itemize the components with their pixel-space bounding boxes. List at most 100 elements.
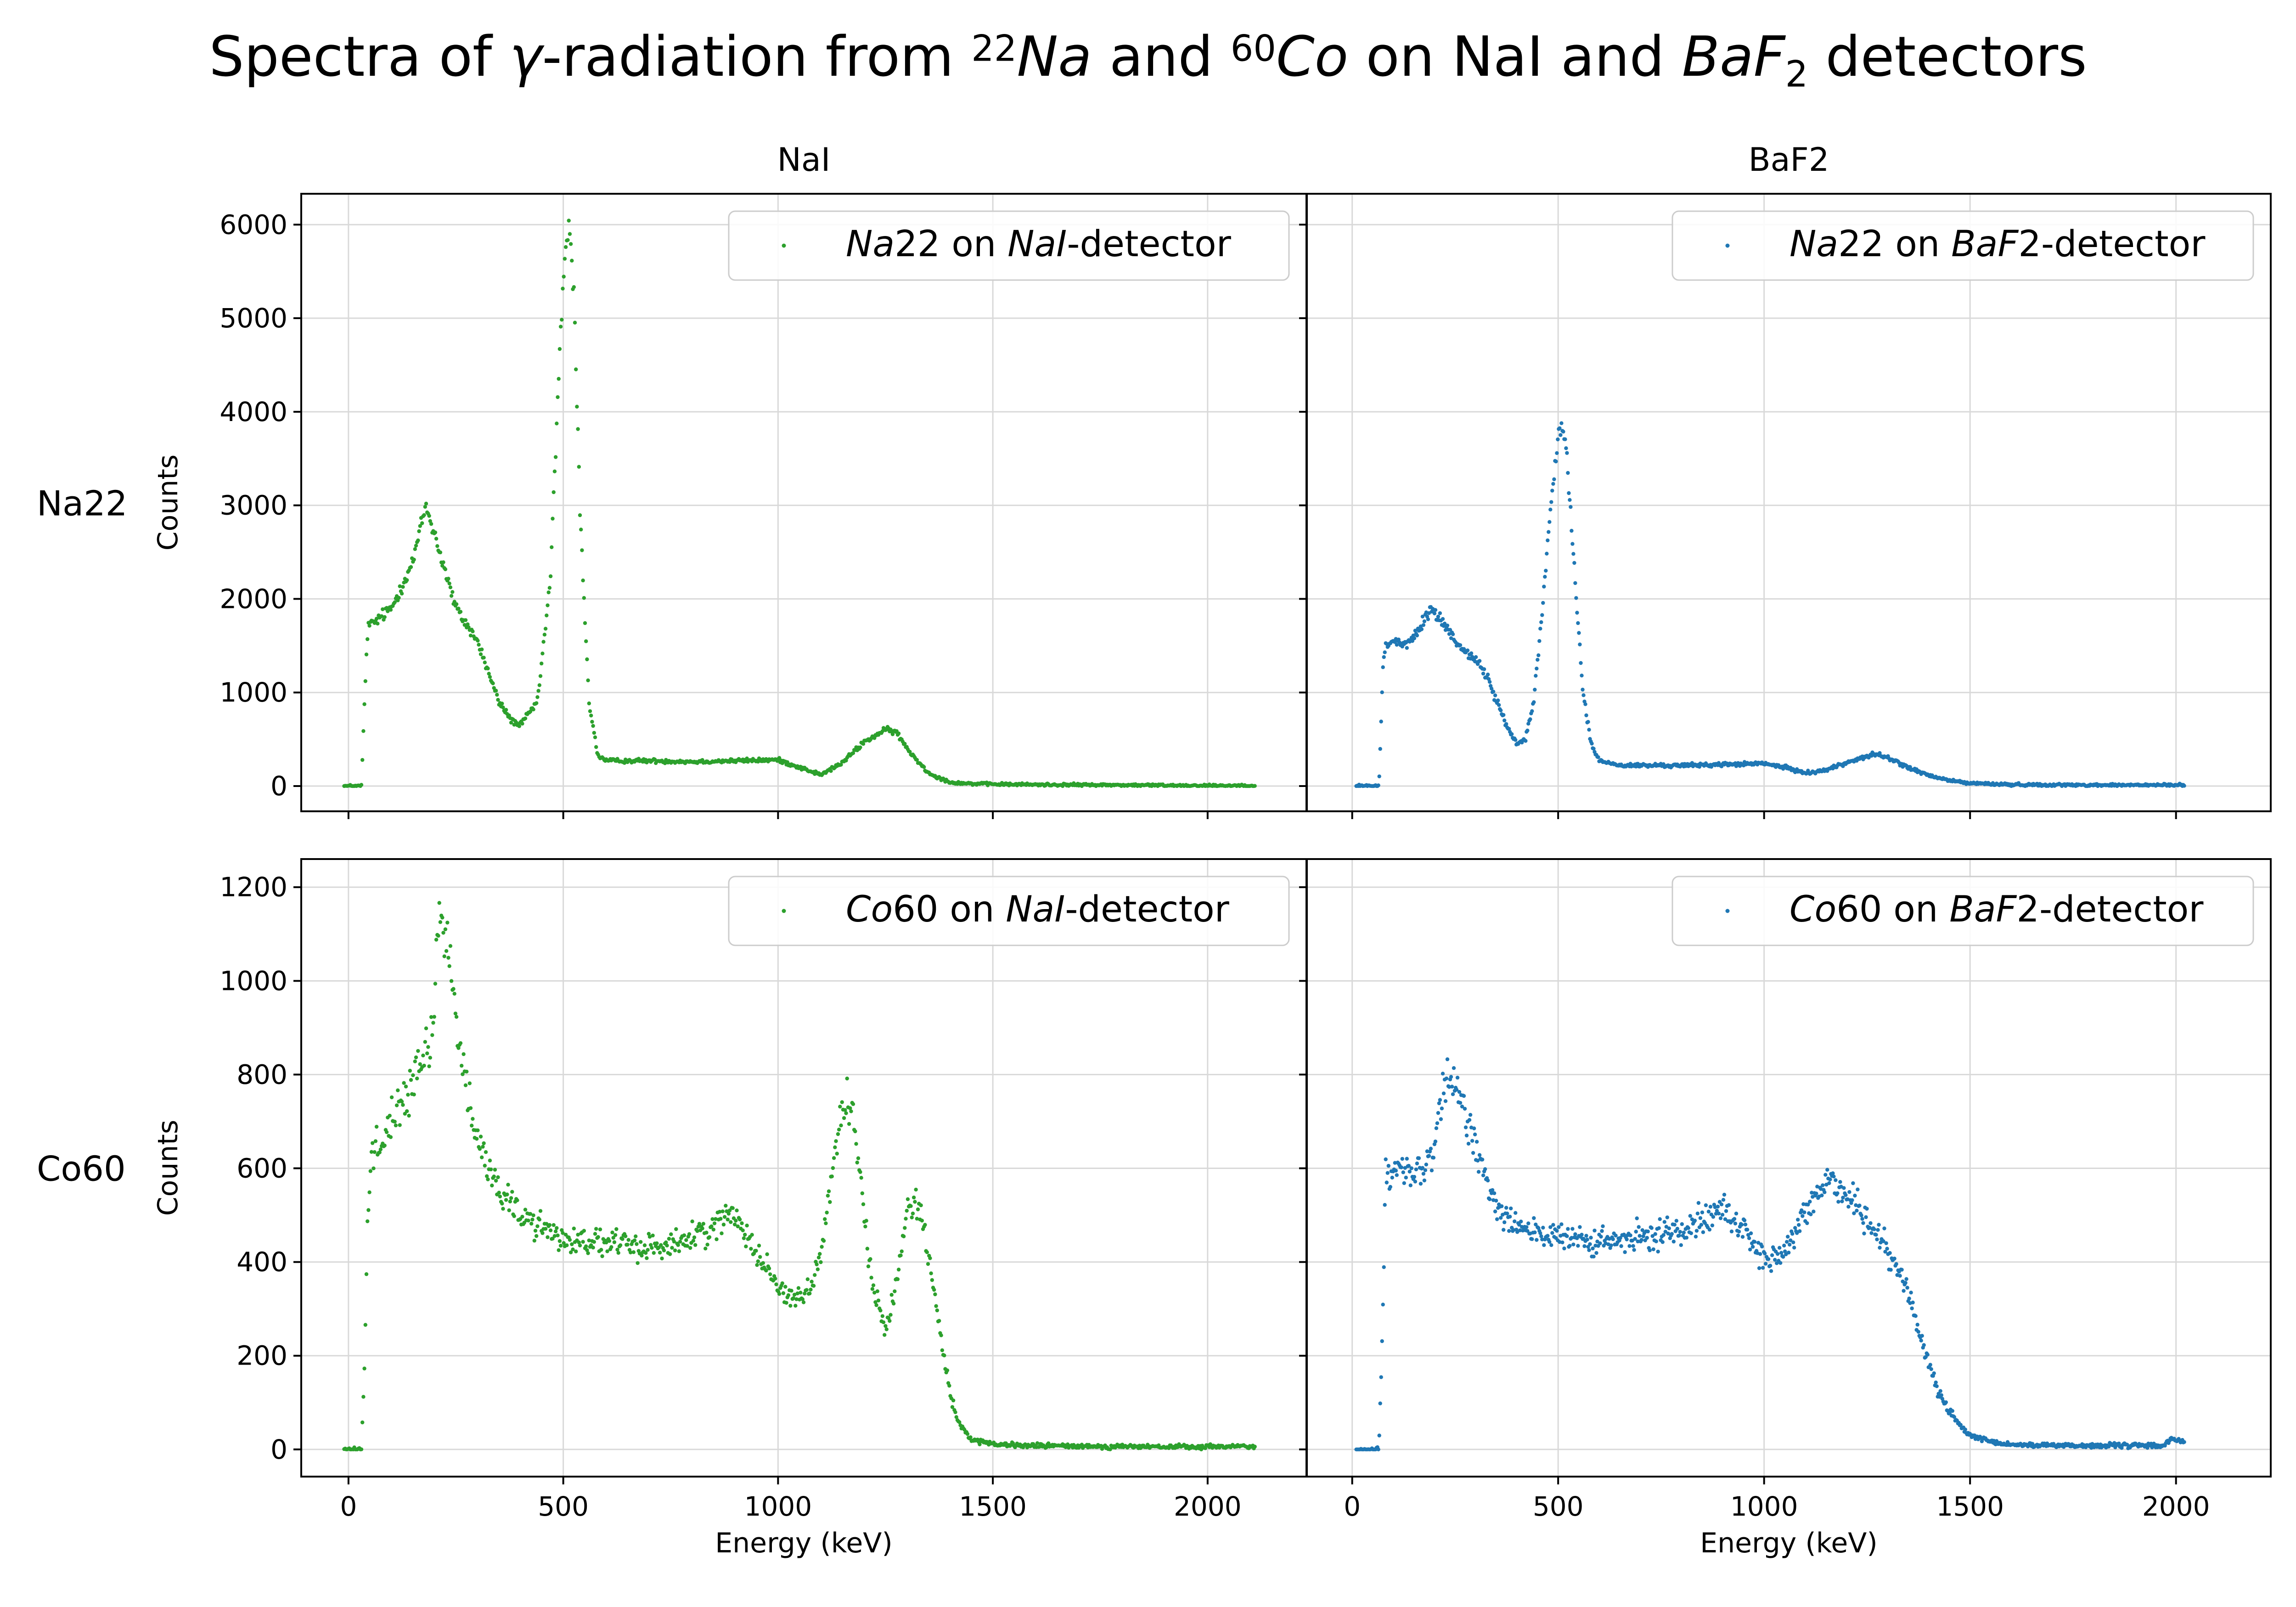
x-tick-label: 500: [538, 1491, 589, 1522]
data-point: [1842, 1186, 1846, 1190]
data-point: [565, 1243, 569, 1247]
data-point: [1823, 1190, 1827, 1194]
data-point: [401, 585, 405, 589]
data-point: [610, 1231, 614, 1235]
legend-label: Co60 on NaI-detector: [846, 889, 1230, 930]
data-point: [1539, 620, 1543, 624]
data-point: [374, 617, 379, 621]
data-point: [1963, 1427, 1967, 1432]
data-point: [557, 376, 561, 381]
data-point: [1404, 1175, 1408, 1180]
data-point: [1714, 1212, 1718, 1216]
data-point: [1480, 1157, 1485, 1162]
data-point: [1783, 1249, 1787, 1253]
legend-label-part: Na: [846, 224, 895, 265]
data-point: [483, 1163, 487, 1168]
data-point: [433, 982, 438, 986]
data-point: [360, 758, 365, 762]
legend-box: [728, 210, 1290, 281]
legend: Co60 on BaF2-detector: [1671, 876, 2254, 946]
data-point: [1588, 1242, 1592, 1246]
data-point: [394, 1103, 399, 1107]
data-point: [424, 501, 428, 506]
data-point: [710, 1217, 715, 1221]
data-point: [866, 1264, 871, 1269]
data-point: [1572, 561, 1576, 565]
data-point: [413, 547, 417, 551]
data-point: [682, 1233, 687, 1237]
data-point: [384, 1130, 389, 1134]
data-point: [1419, 627, 1424, 631]
data-point: [1458, 643, 1463, 647]
legend-label-part: BaF: [1949, 889, 2017, 930]
data-point: [895, 1277, 900, 1281]
data-point: [530, 1218, 535, 1222]
data-point: [761, 1261, 765, 1265]
data-point: [830, 1174, 834, 1179]
data-point: [480, 647, 484, 652]
data-point: [440, 916, 445, 920]
data-point: [1533, 687, 1537, 692]
data-point: [1493, 693, 1497, 697]
data-point: [1932, 1371, 1936, 1376]
data-point: [1502, 713, 1506, 717]
data-point: [589, 714, 593, 718]
data-point: [881, 1320, 886, 1325]
legend-box: [1671, 210, 2254, 281]
data-point: [865, 1247, 870, 1251]
data-point: [1433, 1139, 1438, 1144]
data-point: [1625, 1237, 1629, 1242]
data-point: [531, 708, 535, 712]
data-point: [573, 320, 577, 325]
data-point: [1462, 1094, 1466, 1098]
data-point: [912, 1195, 916, 1200]
data-point: [925, 1250, 929, 1254]
data-point: [755, 1263, 759, 1267]
data-point: [1432, 611, 1437, 616]
data-point: [896, 731, 901, 736]
data-point: [1503, 1220, 1507, 1225]
data-point: [512, 1214, 516, 1218]
data-point: [582, 596, 586, 600]
data-point: [1935, 1384, 1939, 1388]
data-point: [592, 1240, 597, 1244]
data-point: [367, 1190, 371, 1194]
data-point: [543, 627, 548, 631]
data-point: [421, 1053, 425, 1057]
data-point: [923, 1223, 927, 1227]
data-point: [1502, 1228, 1506, 1232]
data-point: [1382, 655, 1386, 659]
data-point: [649, 1243, 653, 1247]
data-point: [1587, 728, 1591, 732]
data-point: [447, 964, 451, 968]
y-tick-label: 1000: [219, 677, 287, 708]
data-point: [572, 285, 576, 289]
data-point: [1790, 1232, 1795, 1236]
data-point: [408, 1068, 412, 1073]
data-point: [1695, 1211, 1700, 1216]
data-point: [515, 1198, 519, 1202]
axes-frame: [1306, 193, 2272, 812]
data-point: [1401, 1170, 1405, 1174]
data-point: [552, 1234, 557, 1238]
data-point: [468, 1106, 473, 1110]
data-point: [1540, 1237, 1544, 1242]
data-point: [1576, 1244, 1580, 1248]
data-point: [581, 1240, 585, 1244]
data-point: [1650, 1234, 1654, 1238]
data-point: [1781, 1255, 1785, 1259]
data-point: [593, 1232, 597, 1236]
data-point: [576, 1232, 580, 1237]
data-point: [402, 1081, 406, 1085]
data-point: [1649, 1226, 1654, 1230]
data-point: [1382, 1265, 1386, 1269]
data-point: [532, 1238, 537, 1243]
data-point: [1532, 700, 1536, 704]
data-point: [835, 1152, 839, 1156]
data-point: [362, 702, 366, 706]
data-point: [604, 1240, 608, 1245]
data-point: [1623, 1250, 1627, 1254]
data-point: [1795, 1231, 1799, 1235]
data-point: [456, 1046, 461, 1050]
data-point: [1503, 718, 1507, 723]
